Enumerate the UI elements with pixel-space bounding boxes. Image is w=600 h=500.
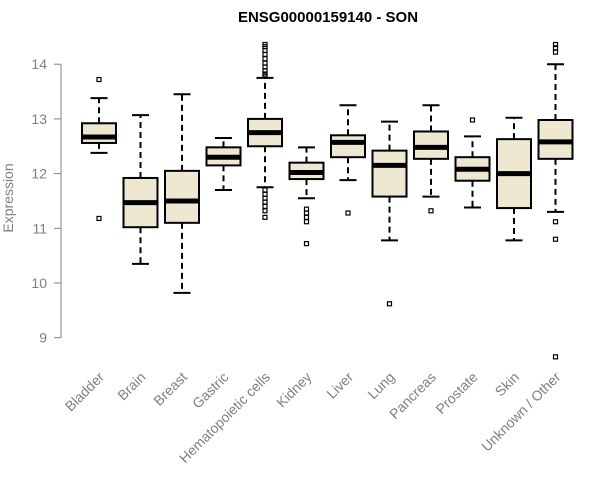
outlier-point (262, 214, 268, 220)
x-tick-label: Skin (492, 369, 523, 400)
x-tick-label: Breast (150, 369, 190, 409)
chart-title: ENSG00000159140 - SON (238, 9, 418, 26)
box-prostate (454, 117, 491, 209)
x-tick-label: Liver (323, 369, 356, 402)
box-iqr (81, 122, 117, 144)
outlier-point (262, 187, 268, 193)
y-tick-label: 9 (39, 330, 47, 346)
outlier-point (552, 45, 559, 51)
outlier-point (262, 56, 268, 62)
x-tick-label: Unknown / Other (478, 369, 564, 455)
y-tick-label: 10 (31, 275, 47, 291)
box-liver (330, 104, 366, 216)
outlier-point (262, 208, 268, 214)
outlier-point (552, 354, 559, 360)
y-tick-label: 11 (32, 220, 47, 236)
outlier-point (262, 203, 268, 210)
box-hematopoietic-cells (247, 41, 283, 220)
box-iqr (371, 149, 408, 198)
boxes-group (81, 41, 574, 360)
y-tick-label: 12 (31, 166, 47, 182)
x-tick-label: Prostate (432, 369, 480, 417)
box-bladder (81, 76, 117, 222)
outlier-point (552, 219, 559, 225)
outlier-point (303, 219, 310, 225)
y-axis: 9 10 11 12 13 14 (31, 56, 62, 346)
outlier-point (262, 41, 268, 48)
outlier-point (262, 60, 268, 66)
outlier-point (303, 241, 310, 247)
box-iqr (330, 134, 366, 159)
outlier-point (428, 208, 434, 214)
box-unknown-other (537, 41, 574, 360)
outlier-point (96, 76, 102, 83)
outlier-point (96, 215, 102, 222)
box-gastric (205, 137, 242, 192)
outlier-point (469, 117, 476, 123)
outlier-point (386, 301, 393, 307)
y-tick-label: 14 (31, 56, 47, 72)
x-tick-label: Lung (364, 369, 397, 402)
x-tick-label: Brain (114, 369, 148, 403)
box-iqr (164, 169, 200, 224)
x-tick-label: Bladder (62, 369, 108, 415)
outlier-point (262, 71, 268, 77)
outlier-point (552, 236, 559, 242)
box-pancreas (413, 104, 449, 214)
x-tick-label: Kidney (273, 369, 315, 411)
y-axis-label: Expression (0, 163, 16, 232)
box-skin (496, 116, 532, 242)
outlier-point (552, 41, 559, 48)
outlier-point (345, 210, 351, 216)
box-lung (371, 120, 408, 307)
outlier-point (552, 49, 559, 55)
outlier-point (303, 214, 310, 220)
y-tick-label: 13 (31, 111, 47, 127)
box-brain (122, 114, 159, 265)
box-breast (164, 93, 200, 294)
box-kidney (288, 146, 325, 247)
